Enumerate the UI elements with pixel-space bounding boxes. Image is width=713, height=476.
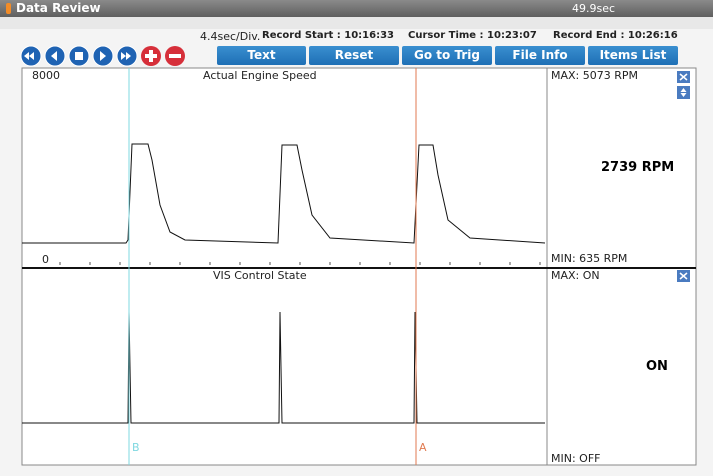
app-icon — [6, 3, 11, 14]
current-value: 2739 RPM — [601, 160, 675, 175]
panel-title: Actual Engine Speed — [203, 69, 317, 82]
current-value: ON — [646, 359, 668, 374]
items-list-button[interactable]: Items List — [588, 46, 678, 65]
elapsed-time: 49.9sec — [572, 2, 616, 15]
playback-controls[interactable] — [20, 44, 220, 68]
text-button[interactable]: Text — [217, 46, 306, 65]
max-value: MAX: ON — [551, 269, 600, 282]
trig-button[interactable]: Go to Trig — [402, 46, 492, 65]
division: 4.4sec/Div. — [200, 30, 261, 43]
min-value: MIN: 635 RPM — [551, 252, 628, 265]
panel-title: VIS Control State — [213, 269, 307, 282]
cursor-b-label: B — [132, 441, 140, 454]
file-info-button[interactable]: File Info — [495, 46, 585, 65]
record-end: Record End : 10:26:16 — [553, 30, 678, 41]
title-bar — [0, 0, 713, 17]
engine-speed-trace — [22, 143, 546, 244]
max-value: MAX: 5073 RPM — [551, 69, 639, 82]
spacer — [0, 17, 713, 29]
record-start: Record Start : 10:16:33 — [262, 30, 395, 41]
axis-max: 8000 — [32, 69, 60, 82]
axis-min: 0 — [42, 253, 49, 266]
min-value: MIN: OFF — [551, 452, 601, 465]
cursor-time: Cursor Time : 10:23:07 — [408, 30, 537, 41]
cursor-a-label: A — [419, 441, 427, 454]
window-title: Data Review — [16, 1, 101, 15]
